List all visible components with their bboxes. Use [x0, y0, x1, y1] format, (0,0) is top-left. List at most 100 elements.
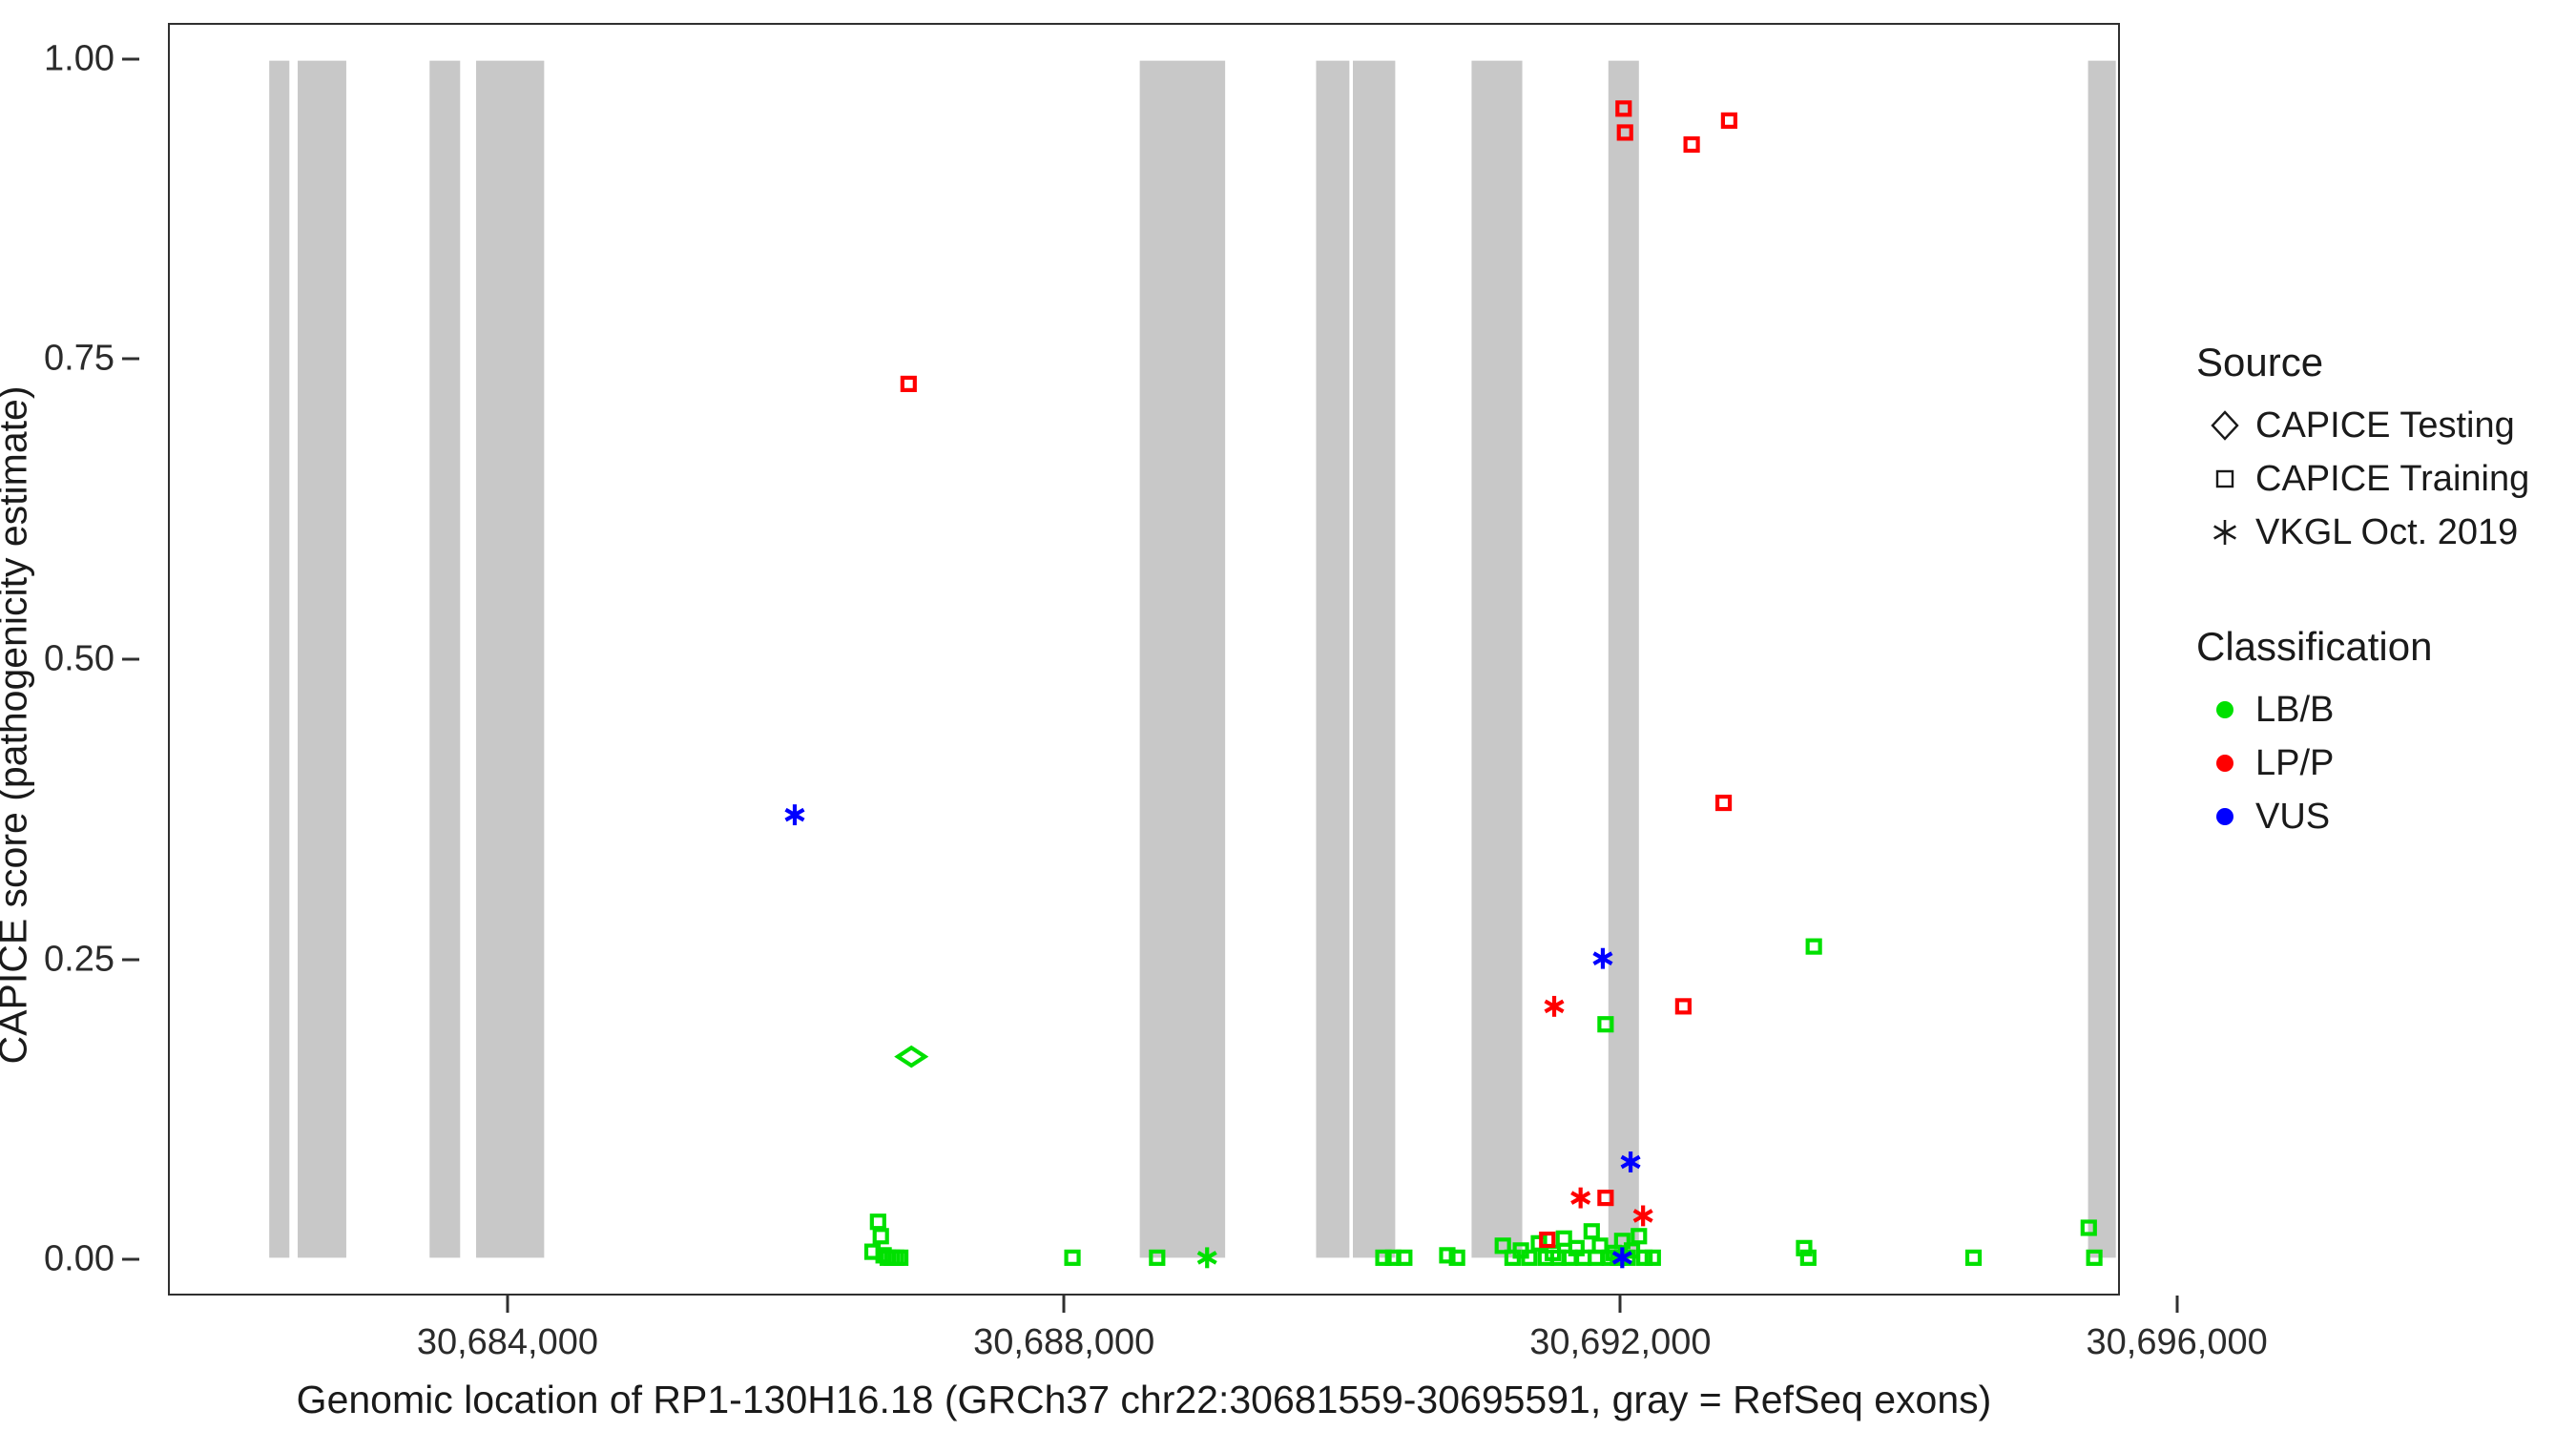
y-tick-mark [122, 1257, 139, 1261]
exon-bar [1353, 60, 1396, 1258]
plot-canvas [269, 60, 2116, 1269]
circle-icon-lpp [2194, 738, 2255, 788]
legend-item-capice-testing[interactable]: CAPICE Testing [2194, 401, 2557, 450]
y-tick-mark [122, 357, 139, 361]
data-point [1494, 1237, 1511, 1255]
legend-item-lpp[interactable]: LP/P [2194, 738, 2557, 788]
data-point [1555, 1230, 1572, 1247]
square-icon [2194, 454, 2255, 504]
data-point [1196, 1247, 1217, 1269]
data-point [2086, 1249, 2103, 1266]
exon-bar [2088, 60, 2116, 1258]
data-point [1570, 1187, 1591, 1209]
x-tick-label: 30,696,000 [2086, 1322, 2268, 1362]
exon-bar [1139, 60, 1226, 1258]
exon-bar [1471, 60, 1523, 1258]
asterisk-icon [2194, 508, 2255, 557]
legend-label-lpp: LP/P [2255, 742, 2335, 783]
data-point [1530, 1234, 1548, 1252]
data-points-layer [784, 100, 2103, 1269]
legend-title-source: Source [2196, 340, 2324, 384]
data-point [892, 1249, 909, 1266]
legend-group-source: Source CAPICE Testing CAPICE Training [2194, 340, 2557, 557]
data-point [1064, 1249, 1081, 1266]
exon-bar [1316, 60, 1350, 1258]
y-tick-label: 0.25 [44, 939, 114, 980]
data-point [1375, 1249, 1392, 1266]
y-tick-label: 1.00 [44, 38, 114, 79]
x-tick-label: 30,688,000 [973, 1322, 1155, 1362]
legend-title-classification: Classification [2196, 624, 2433, 669]
data-point [1683, 135, 1700, 154]
data-point [1583, 1223, 1600, 1240]
legend-label-capice-testing: CAPICE Testing [2255, 404, 2515, 446]
x-tick-mark [2175, 1296, 2179, 1313]
legend-group-classification: Classification LB/B LP/P VUS [2194, 624, 2557, 841]
data-point [1149, 1249, 1166, 1266]
legend-label-vus: VUS [2255, 796, 2331, 837]
legend-label-capice-training: CAPICE Training [2255, 458, 2530, 499]
data-point [869, 1213, 886, 1231]
plot-panel [168, 23, 2120, 1296]
exon-bar [298, 60, 346, 1258]
data-point [1615, 100, 1632, 117]
x-tick-mark [506, 1296, 509, 1313]
x-axis-title: Genomic location of RP1-130H16.18 (GRCh3… [296, 1378, 1992, 1421]
data-point [1805, 938, 1822, 955]
data-point [1597, 1016, 1614, 1033]
exon-bar [269, 60, 290, 1258]
data-point [1396, 1249, 1413, 1266]
circle-icon-lbb [2194, 685, 2255, 735]
data-point [1597, 1190, 1614, 1207]
y-tick-mark [122, 57, 139, 61]
y-tick-mark [122, 958, 139, 962]
data-point [2080, 1219, 2097, 1236]
y-tick-label: 0.00 [44, 1238, 114, 1279]
data-point [1799, 1249, 1817, 1266]
data-point [894, 1045, 929, 1068]
data-point [1632, 1205, 1653, 1227]
y-tick-label: 0.50 [44, 638, 114, 679]
data-point [1796, 1239, 1813, 1256]
data-point [1521, 1249, 1538, 1266]
circle-icon-vus [2194, 792, 2255, 841]
exon-bar [1608, 60, 1639, 1258]
data-point [1644, 1249, 1661, 1266]
data-point [1720, 112, 1737, 129]
legend-item-vus[interactable]: VUS [2194, 792, 2557, 841]
data-point [1631, 1228, 1648, 1245]
exon-bars-layer [269, 60, 2116, 1258]
legend-label-vkgl: VKGL Oct. 2019 [2255, 511, 2519, 552]
data-point [1613, 1233, 1631, 1250]
data-point [1448, 1249, 1465, 1266]
data-point [1592, 947, 1613, 969]
diamond-icon [2194, 401, 2255, 450]
data-point [1611, 1247, 1632, 1269]
data-point [1636, 1249, 1653, 1266]
exon-bar [476, 60, 545, 1258]
y-axis-ticks: 0.00 0.25 0.50 0.75 1.00 [0, 0, 139, 1431]
data-point [1439, 1247, 1456, 1264]
x-tick-label: 30,684,000 [416, 1322, 598, 1362]
data-point [1714, 794, 1733, 812]
legend-label-lbb: LB/B [2255, 689, 2335, 730]
data-point [872, 1228, 889, 1245]
y-tick-label: 0.75 [44, 338, 114, 379]
x-tick-mark [1062, 1296, 1066, 1313]
data-point [1616, 124, 1633, 141]
x-tick-label: 30,692,000 [1529, 1322, 1712, 1362]
legend-item-vkgl[interactable]: VKGL Oct. 2019 [2194, 508, 2557, 557]
legend: Source CAPICE Testing CAPICE Training [2194, 340, 2557, 908]
x-tick-mark [1618, 1296, 1622, 1313]
exon-bar [429, 60, 461, 1258]
legend-item-lbb[interactable]: LB/B [2194, 685, 2557, 735]
data-point [1674, 998, 1692, 1015]
data-point [784, 804, 805, 826]
data-point [1620, 1151, 1641, 1172]
legend-item-capice-training[interactable]: CAPICE Training [2194, 454, 2557, 504]
y-tick-mark [122, 657, 139, 661]
data-point [900, 375, 917, 392]
data-point [1544, 995, 1565, 1017]
data-point [1964, 1249, 1983, 1266]
